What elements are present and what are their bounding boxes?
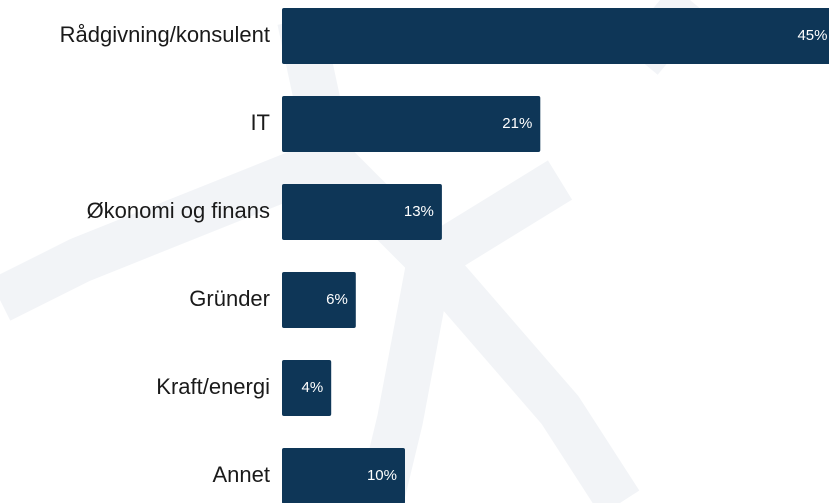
category-label: Rådgivning/konsulent <box>60 22 270 47</box>
value-label: 21% <box>502 115 532 132</box>
category-label: Gründer <box>189 286 270 311</box>
bar <box>282 448 405 503</box>
value-label: 6% <box>326 291 348 308</box>
background-watermark <box>0 0 708 503</box>
bar <box>282 360 332 416</box>
value-label: 13% <box>404 203 434 220</box>
category-label: Annet <box>213 462 271 487</box>
watermark-stroke <box>0 15 353 321</box>
category-label: Kraft/energi <box>156 374 270 399</box>
value-label: 4% <box>302 379 324 396</box>
value-label: 10% <box>367 467 397 484</box>
bar <box>282 272 356 328</box>
bar <box>282 184 442 240</box>
watermark-stroke <box>417 160 573 280</box>
bar <box>282 8 829 64</box>
bar <box>282 96 541 152</box>
value-label: 45% <box>797 27 827 44</box>
category-label: Økonomi og finans <box>87 198 270 223</box>
category-label: IT <box>250 110 270 135</box>
